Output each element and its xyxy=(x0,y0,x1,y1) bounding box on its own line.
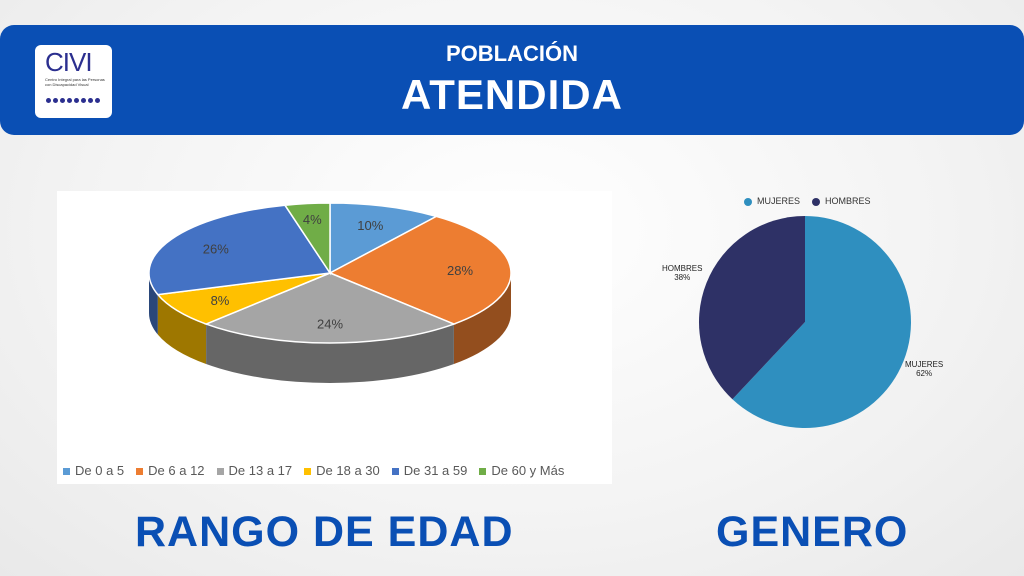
age-legend-item: De 0 a 5 xyxy=(63,463,124,478)
age-chart-panel: 10% 28% 24% 8% 26% 4% De 0 a 5 De 6 a 12 De 13 … xyxy=(57,191,612,484)
header-banner: CIVI Centro Integral para las Personas c… xyxy=(0,25,1024,135)
age-legend-label: De 18 a 30 xyxy=(316,463,380,478)
gender-slice-label-0: MUJERES 62% xyxy=(905,360,944,378)
header-subtitle: POBLACIÓN xyxy=(446,41,578,66)
gender-slice-1 xyxy=(699,216,805,400)
gender-legend-label: HOMBRES xyxy=(825,196,871,206)
age-slice-label-1: 28% xyxy=(447,263,473,278)
gender-title: GENERO xyxy=(716,508,909,556)
braille-dots-icon xyxy=(45,91,101,109)
age-slice-side-4 xyxy=(149,273,158,335)
age-legend-label: De 6 a 12 xyxy=(148,463,205,478)
age-legend-item: De 60 y Más xyxy=(479,463,564,478)
legend-dot-icon xyxy=(812,197,821,206)
age-slice-label-2: 24% xyxy=(317,316,343,331)
logo-subtitle: Centro Integral para las Personas con Di… xyxy=(45,77,105,87)
age-slice-label-3: 8% xyxy=(211,293,230,308)
age-legend-item: De 6 a 12 xyxy=(136,463,205,478)
age-slice-side-1 xyxy=(453,273,511,365)
legend-swatch-icon xyxy=(391,468,399,476)
gender-legend-item: HOMBRES xyxy=(812,196,871,206)
age-slice-label-5: 4% xyxy=(303,212,322,227)
age-pie-chart: 10% 28% 24% 8% 26% 4% xyxy=(148,202,512,383)
gender-legend-label: MUJERES xyxy=(757,196,801,206)
legend-swatch-icon xyxy=(479,468,487,476)
age-legend-item: De 18 a 30 xyxy=(304,463,380,478)
logo-text: CIVI xyxy=(45,47,93,77)
legend-swatch-icon xyxy=(304,468,312,476)
age-slice-1 xyxy=(328,215,512,325)
age-slice-label-0: 10% xyxy=(357,218,383,233)
legend-dot-icon xyxy=(744,197,752,206)
age-legend-label: De 0 a 5 xyxy=(75,463,125,478)
gender-slice-0 xyxy=(732,216,912,429)
age-legend-item: De 31 a 59 xyxy=(391,463,468,478)
gender-slice-label-1: HOMBRES 38% xyxy=(662,264,703,282)
age-slice-side-2 xyxy=(206,324,454,383)
header-title: ATENDIDA xyxy=(401,71,623,118)
gender-legend: MUJERES HOMBRES xyxy=(744,196,883,206)
legend-swatch-icon xyxy=(216,468,224,476)
age-slice-2 xyxy=(204,272,456,344)
age-slice-5 xyxy=(283,202,331,276)
age-slice-label-4: 26% xyxy=(203,242,229,257)
gender-legend-item: MUJERES xyxy=(744,196,800,206)
age-legend-item: De 13 a 17 xyxy=(216,463,293,478)
age-slice-side-3 xyxy=(157,294,207,365)
legend-swatch-icon xyxy=(136,468,144,476)
age-legend-label: De 31 a 59 xyxy=(403,463,468,478)
legend-swatch-icon xyxy=(63,468,70,476)
age-legend: De 0 a 5 De 6 a 12 De 13 a 17 De 18 a 30 De … xyxy=(63,463,576,478)
age-slice-0 xyxy=(329,202,439,275)
civi-logo: CIVI Centro Integral para las Personas c… xyxy=(35,45,112,118)
age-legend-label: De 13 a 17 xyxy=(228,463,293,478)
age-legend-label: De 60 y Más xyxy=(491,463,565,478)
age-slice-4 xyxy=(148,204,332,296)
age-range-title: RANGO DE EDAD xyxy=(135,508,514,556)
